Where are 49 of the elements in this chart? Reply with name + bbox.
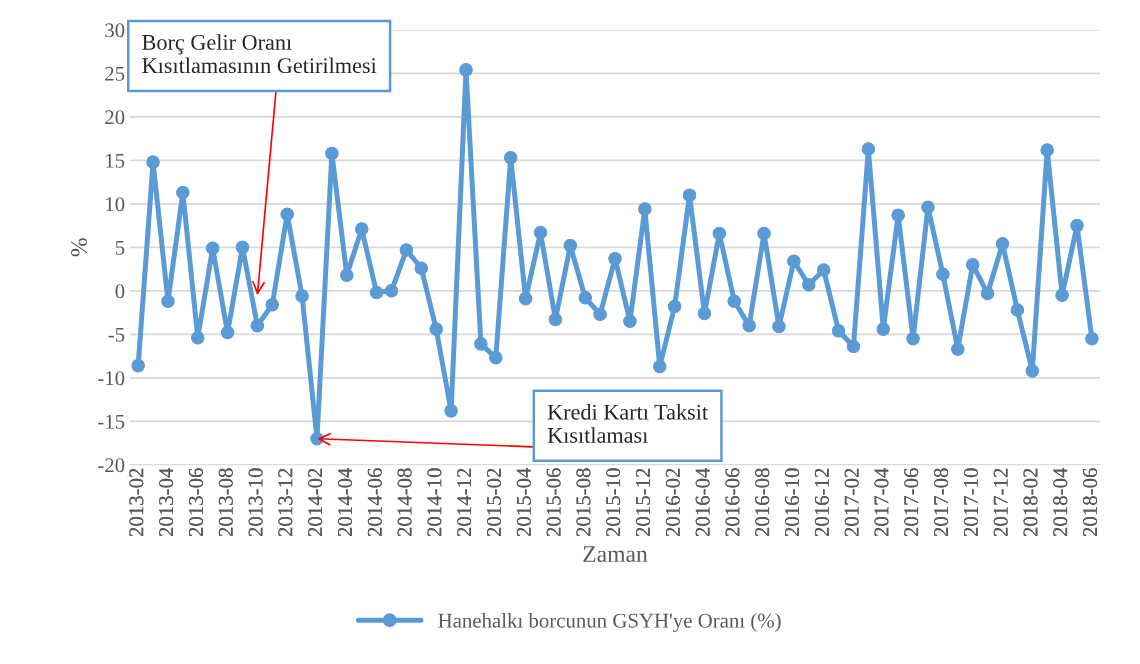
- x-tick-label: 2013-06: [188, 468, 203, 537]
- x-axis-title: Zaman: [583, 546, 648, 562]
- x-tick-label: 2018-04: [1053, 467, 1068, 537]
- x-tick-label: 2015-10: [606, 468, 621, 537]
- x-tick-label: 2018-02: [1023, 468, 1038, 537]
- x-tick-label: 2017-02: [844, 468, 859, 537]
- x-tick-label: 2013-04: [159, 467, 174, 537]
- x-tick-label: 2016-10: [785, 468, 800, 537]
- x-tick-label: 2013-10: [248, 468, 263, 537]
- y-tick-label: 0: [115, 284, 125, 299]
- y-tick-label: 25: [105, 66, 125, 81]
- y-tick-label: -5: [108, 327, 125, 342]
- x-tick-label: 2016-12: [814, 468, 829, 537]
- x-tick-label: 2018-06: [1083, 468, 1098, 537]
- x-tick-label: 2016-04: [695, 467, 710, 537]
- x-tick-label: 2014-08: [397, 468, 412, 537]
- x-tick-label: 2015-02: [486, 468, 502, 537]
- y-tick-label: -20: [98, 458, 125, 473]
- x-tick-label: 2017-08: [934, 468, 949, 537]
- x-tick-label: 2014-02: [308, 468, 323, 537]
- x-tick-label: 2013-12: [278, 468, 293, 537]
- y-tick-label: -10: [98, 371, 125, 386]
- x-tick-label: 2015-06: [546, 468, 561, 537]
- x-tick-label: 2016-08: [755, 468, 770, 537]
- y-tick-label: 30: [105, 23, 125, 38]
- x-tick-label: 2014-10: [427, 468, 442, 537]
- x-tick-label: 2014-12: [457, 468, 472, 537]
- x-tick-label: 2015-04: [516, 467, 531, 537]
- y-tick-label: 10: [106, 197, 125, 212]
- y-tick-label: -15: [98, 414, 125, 429]
- y-axis-title: %: [71, 238, 88, 257]
- x-tick-label: 2013-08: [218, 468, 233, 537]
- annotation: Kredi Kartı Taksit Kısıtlaması: [547, 404, 708, 443]
- x-tick-label: 2013-02: [129, 468, 144, 537]
- annotation: Borç Gelir Oranı Kısıtlamasının Getirilmesi: [142, 34, 377, 74]
- x-tick-label: 2016-02: [665, 468, 680, 537]
- x-tick-label: 2015-08: [576, 468, 591, 537]
- x-tick-label: 2016-06: [725, 468, 740, 537]
- x-tick-label: 2017-10: [963, 468, 978, 537]
- x-tick-label: 2017-06: [904, 468, 919, 537]
- x-tick-label: 2017-12: [993, 468, 1008, 537]
- legend-label: Hanehalkı borcunun GSYH'ye Oranı (%): [438, 613, 781, 632]
- y-tick-label: 5: [115, 240, 125, 255]
- y-tick-label: 15: [106, 153, 125, 168]
- y-tick-label: 20: [105, 110, 125, 125]
- x-tick-label: 2015-12: [635, 468, 651, 537]
- x-tick-label: 2017-04: [874, 467, 889, 537]
- x-tick-label: 2014-04: [337, 467, 352, 537]
- x-tick-label: 2014-06: [367, 468, 382, 537]
